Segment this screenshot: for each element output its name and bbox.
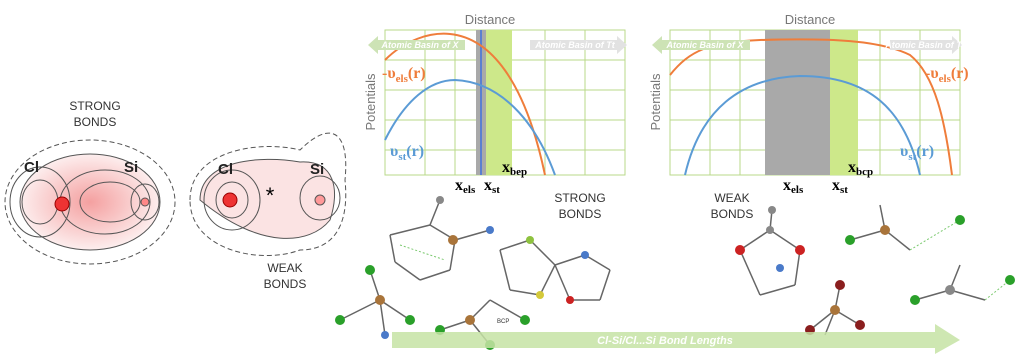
weak-label: BONDS bbox=[711, 207, 754, 221]
weak-label: WEAK bbox=[714, 191, 749, 205]
weak-label: BONDS bbox=[264, 277, 307, 291]
x-axis-label: Distance bbox=[465, 12, 516, 27]
marker-label: xst bbox=[484, 177, 500, 196]
strong-label: BONDS bbox=[559, 207, 602, 221]
basin-label: Atomic Basin of Tt bbox=[534, 40, 616, 50]
molecule-structures bbox=[335, 196, 1015, 350]
atom-label: Si bbox=[310, 161, 324, 178]
bcp-star: * bbox=[266, 183, 275, 208]
atom-label: Si bbox=[124, 159, 138, 176]
figure: Cl Si STRONG BONDS * Cl Si WEAK BONDS Di… bbox=[0, 0, 1022, 354]
basin-label: Atomic Basin of X bbox=[665, 40, 744, 50]
atom-label: Cl bbox=[218, 161, 233, 178]
strong-label: BONDS bbox=[74, 115, 117, 129]
marker-label: xels bbox=[455, 177, 476, 196]
bcp-label: BCP bbox=[497, 319, 509, 325]
marker-label: xels bbox=[783, 177, 804, 196]
y-axis-label: Potentials bbox=[363, 73, 378, 131]
strong-label: STRONG bbox=[69, 99, 120, 113]
x-axis-label: Distance bbox=[785, 12, 836, 27]
y-axis-label: Potentials bbox=[648, 73, 663, 131]
weak-label: WEAK bbox=[267, 261, 302, 275]
strong-label: STRONG bbox=[554, 191, 605, 205]
basin-label: Atomic Basin of Tt bbox=[884, 40, 966, 50]
marker-label: xst bbox=[832, 177, 848, 196]
arrow-label: Cl-Si/Cl...Si Bond Lengths bbox=[597, 335, 733, 347]
basin-label: Atomic Basin of X bbox=[380, 40, 459, 50]
atom-label: Cl bbox=[24, 159, 39, 176]
